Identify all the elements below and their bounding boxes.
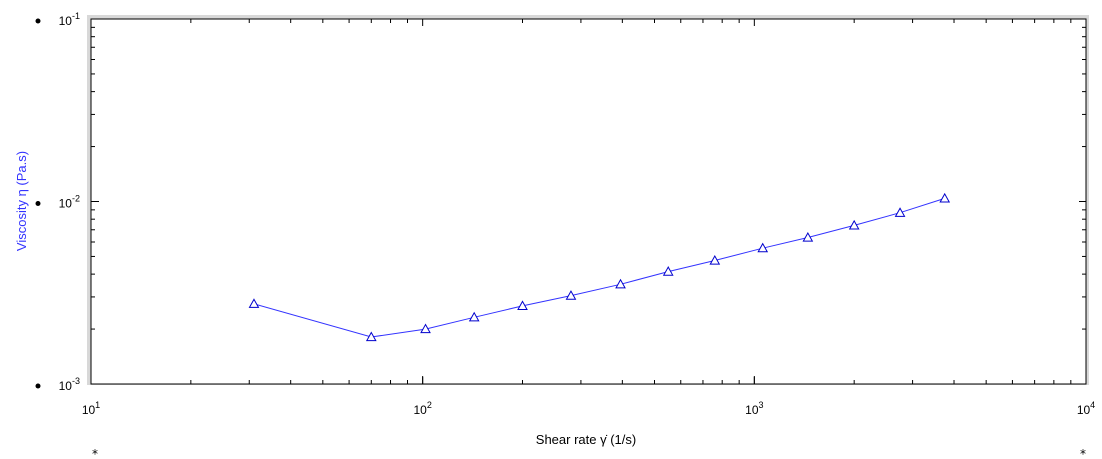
data-point-triangle [565, 290, 577, 300]
bottom-left-marker: * [92, 447, 98, 459]
x-tick-label: 103 [745, 400, 763, 417]
bottom-right-marker: * [1080, 447, 1086, 459]
data-point-triangle [802, 231, 814, 242]
y-tick-bullet [35, 201, 41, 206]
data-point-triangle [757, 242, 769, 253]
data-point-triangle [365, 331, 377, 342]
y-axis-label: Viscosity η (Pa.s) [14, 151, 29, 251]
data-point-triangle [248, 298, 260, 308]
data-point-triangle [848, 219, 860, 230]
data-point-triangle [468, 311, 480, 322]
y-tick-bullet [35, 383, 41, 389]
y-axis-ticks: 10-3 10-2 10-1 [35, 11, 1086, 393]
x-tick-label: 102 [413, 400, 431, 417]
x-axis-ticks: 101 102 103 104 [82, 19, 1095, 417]
y-tick-label: 10-3 [59, 376, 80, 393]
data-point-triangle [420, 323, 431, 334]
data-point-triangle [709, 254, 721, 265]
data-point-triangle [662, 266, 674, 276]
x-axis-label: Shear rate γ̇ (1/s) [536, 432, 636, 447]
y-tick-label: 10-2 [59, 194, 80, 211]
data-point-triangle [894, 207, 906, 217]
data-point-triangle [939, 192, 951, 203]
data-point-triangle [615, 278, 626, 289]
x-tick-label: 101 [82, 400, 100, 417]
x-tick-label: 104 [1077, 400, 1095, 417]
y-tick-bullet [35, 18, 41, 24]
plot-frame [90, 18, 1087, 385]
data-point-triangle [517, 300, 528, 310]
series-layer [248, 192, 951, 342]
y-tick-label: 10-1 [59, 11, 80, 28]
series-line [253, 197, 945, 338]
